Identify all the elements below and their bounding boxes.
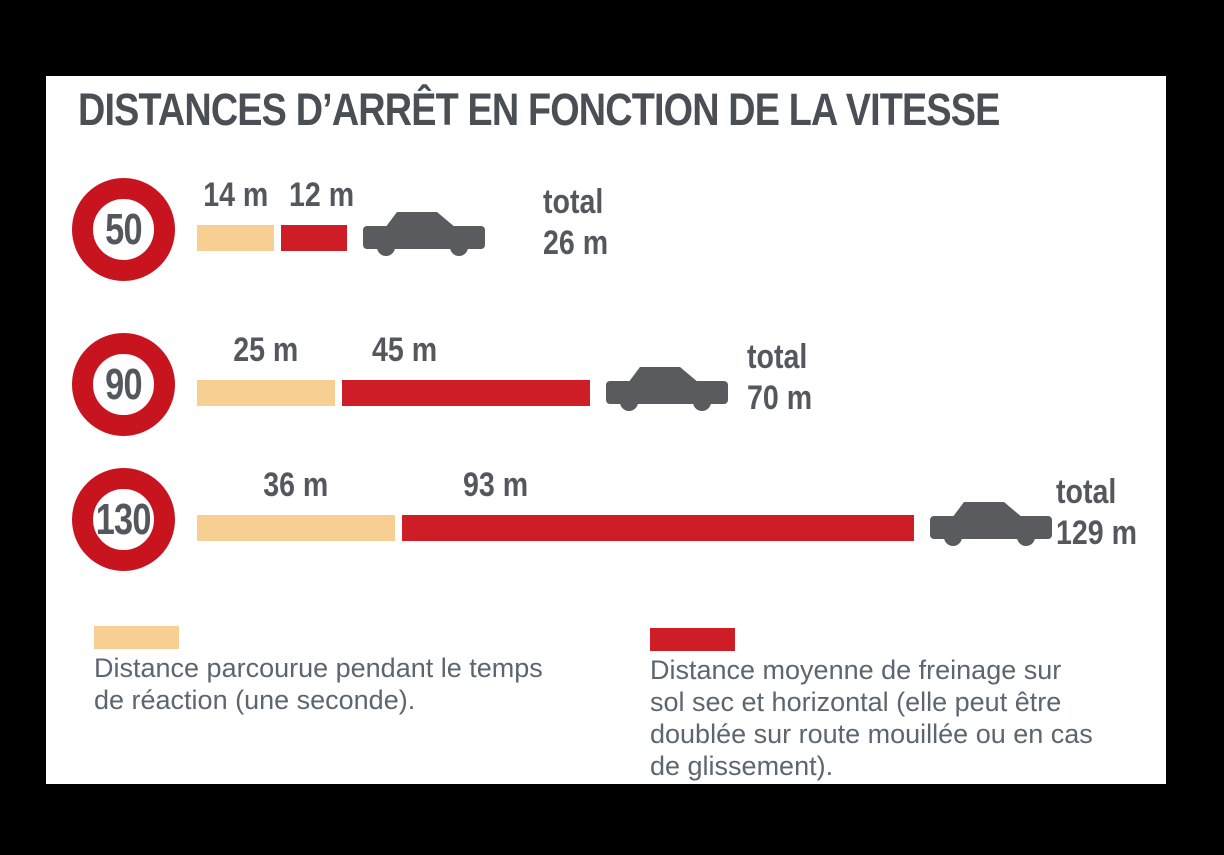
speed-limit-value: 90 xyxy=(105,359,142,409)
reaction-legend-text: Distance parcourue pendant le temps de r… xyxy=(94,653,543,715)
car-icon xyxy=(363,208,485,256)
reaction-distance-label: 36 m xyxy=(263,466,329,504)
total-caption: total xyxy=(1056,473,1117,511)
total-distance: total 129 m xyxy=(1056,472,1152,554)
braking-distance-bar xyxy=(281,225,347,251)
reaction-distance-bar xyxy=(197,380,335,406)
braking-legend-text: Distance moyenne de freinage sur sol sec… xyxy=(650,655,1093,781)
speed-row: 50 14 m 12 m total 26 m xyxy=(46,176,1166,281)
car-icon xyxy=(930,498,1052,546)
reaction-distance-bar xyxy=(197,225,274,251)
reaction-distance-label: 14 m xyxy=(203,176,269,214)
reaction-distance-bar xyxy=(197,515,395,541)
infographic-panel: DISTANCES D’ARRÊT EN FONCTION DE LA VITE… xyxy=(46,76,1166,784)
total-value: 129 m xyxy=(1056,514,1137,552)
braking-distance-label: 93 m xyxy=(463,466,529,504)
total-distance: total 26 m xyxy=(543,182,621,264)
total-value: 26 m xyxy=(543,224,609,262)
speed-row: 90 25 m 45 m total 70 m xyxy=(46,331,1166,436)
page-title-text: DISTANCES D’ARRÊT EN FONCTION DE LA VITE… xyxy=(78,84,1000,135)
reaction-swatch xyxy=(94,626,179,649)
car-icon xyxy=(606,363,728,411)
speed-limit-sign: 90 xyxy=(72,333,175,436)
speed-limit-value: 130 xyxy=(96,494,152,544)
speed-limit-sign: 50 xyxy=(72,178,175,281)
speed-limit-value: 50 xyxy=(105,204,142,254)
braking-swatch xyxy=(650,628,735,651)
braking-distance-bar xyxy=(402,515,914,541)
speed-row: 130 36 m 93 m total 129 m xyxy=(46,466,1166,571)
reaction-distance-label: 25 m xyxy=(233,331,299,369)
page-title: DISTANCES D’ARRÊT EN FONCTION DE LA VITE… xyxy=(78,84,1175,136)
total-distance: total 70 m xyxy=(747,337,825,419)
total-caption: total xyxy=(747,338,808,376)
speed-limit-sign: 130 xyxy=(72,468,175,571)
total-caption: total xyxy=(543,183,604,221)
braking-distance-bar xyxy=(342,380,590,406)
braking-distance-label: 12 m xyxy=(289,176,355,214)
total-value: 70 m xyxy=(747,379,813,417)
braking-distance-label: 45 m xyxy=(372,331,438,369)
